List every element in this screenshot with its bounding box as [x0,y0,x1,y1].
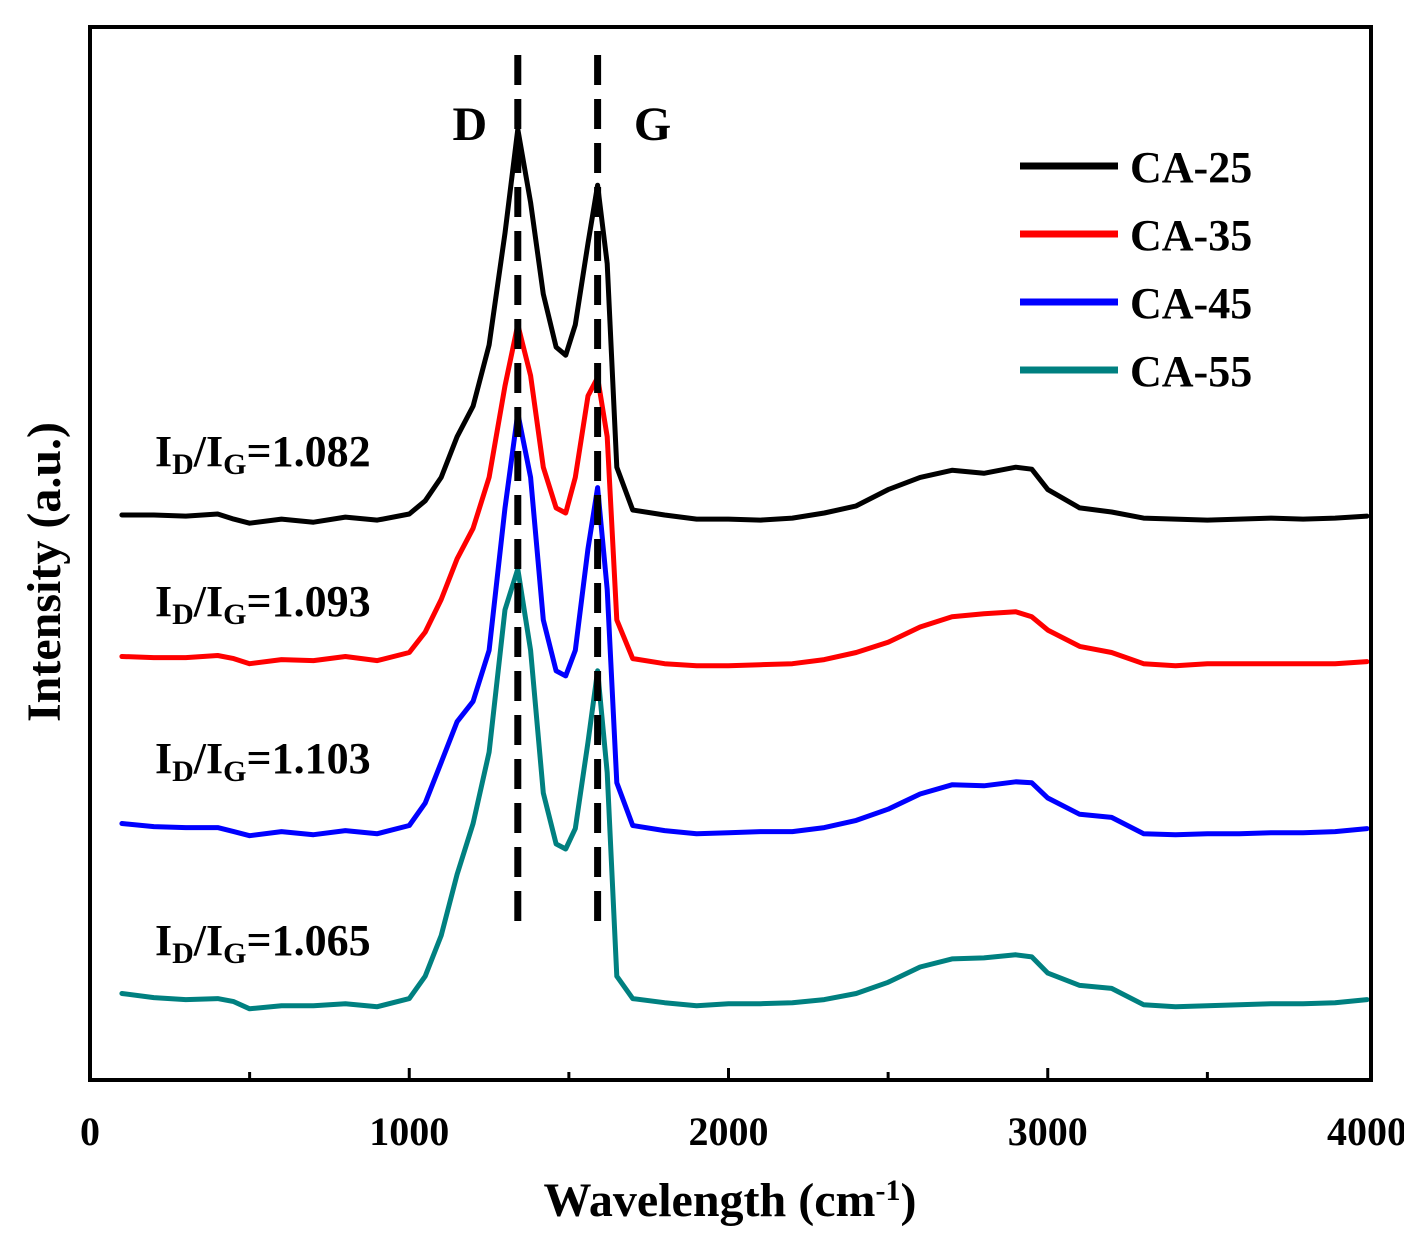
ratio-label-ca-35: ID/IG=1.093 [155,577,371,631]
ratio-label-ca-25: ID/IG=1.082 [155,427,371,481]
x-tick-label: 2000 [689,1109,769,1154]
legend-label-ca-55: CA-55 [1130,347,1252,396]
x-tick-label: 0 [80,1109,100,1154]
ratio-label-ca-45: ID/IG=1.103 [155,734,371,788]
peak-label-g: G [634,98,671,151]
y-axis-title: Intensity (a.u.) [18,422,71,722]
legend-label-ca-45: CA-45 [1130,279,1252,328]
ratio-label-ca-55: ID/IG=1.065 [155,916,371,970]
plot-frame [88,25,1373,1082]
x-axis-tick-labels: 0 1000 2000 3000 4000 [80,1109,1404,1154]
series-line-ca-55 [119,566,1370,1012]
x-axis-title: Wavelength (cm-1) [544,1174,917,1228]
series-line-ca-45 [119,410,1370,839]
series-line-ca-35 [119,322,1370,669]
legend-label-ca-35: CA-35 [1130,211,1252,260]
series-curves [119,126,1370,1012]
legend-label-ca-25: CA-25 [1130,143,1252,192]
x-tick-label: 1000 [369,1109,449,1154]
x-axis-ticks [248,1068,1209,1078]
series-line-ca-25 [119,126,1370,526]
x-tick-label: 3000 [1008,1109,1088,1154]
peak-label-d: D [452,98,487,151]
legend: CA-25 CA-35 CA-45 CA-55 [1020,143,1252,396]
peak-marker-lines [514,55,602,930]
x-tick-label: 4000 [1327,1109,1404,1154]
ratio-annotations: ID/IG=1.082 ID/IG=1.093 ID/IG=1.103 ID/IG=1… [155,427,371,970]
